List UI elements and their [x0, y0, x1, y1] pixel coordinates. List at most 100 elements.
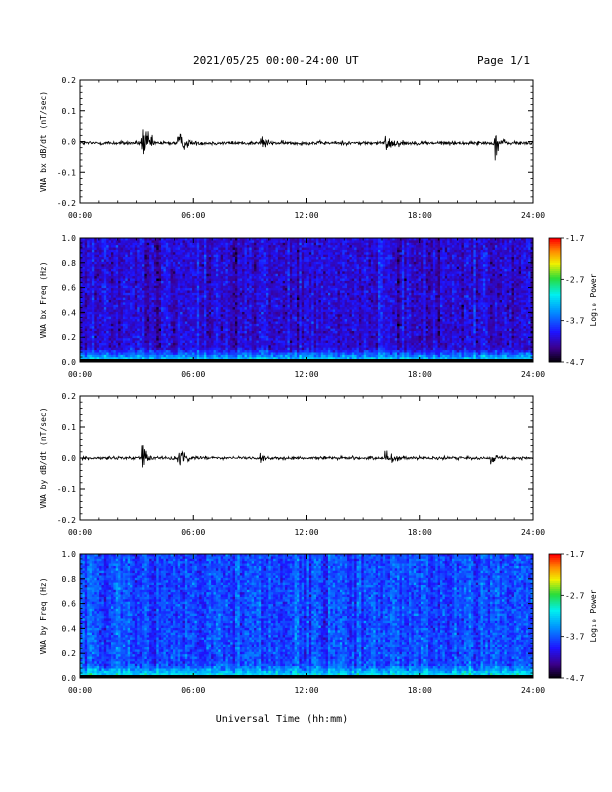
spectrogram-cell: [275, 319, 279, 322]
spectrogram-cell: [125, 292, 129, 296]
spectrogram-cell: [96, 259, 100, 263]
spectrogram-cell: [158, 261, 162, 265]
spectrogram-cell: [175, 319, 179, 322]
spectrogram-cell: [113, 288, 117, 291]
spectrogram-cell: [244, 283, 248, 287]
spectrogram-cell: [170, 288, 174, 291]
spectrogram-cell: [130, 321, 133, 325]
spectrogram-cell: [294, 309, 298, 313]
spectrogram-cell: [137, 247, 140, 251]
spectrogram-cell: [273, 288, 276, 291]
spectrogram-cell: [237, 261, 241, 265]
spectrogram-cell: [139, 350, 143, 353]
spectrogram-cell: [170, 300, 174, 303]
spectrogram-cell: [218, 292, 222, 296]
spectrogram-cell: [192, 245, 195, 248]
spectrogram-cell: [201, 288, 205, 291]
spectrogram-cell: [280, 252, 284, 256]
spectrogram-cell: [201, 333, 205, 337]
spectrogram-cell: [134, 257, 138, 260]
spectrogram-cell: [177, 302, 181, 306]
spectrogram-cell: [139, 292, 143, 296]
spectrogram-cell: [220, 338, 224, 341]
spectrogram-cell: [84, 345, 88, 349]
spectrogram-cell: [137, 328, 140, 332]
spectrogram-cell: [113, 352, 117, 356]
spectrogram-cell: [132, 354, 136, 358]
spectrogram-cell: [194, 283, 198, 287]
spectrogram-cell: [215, 316, 219, 320]
spectrogram-cell: [256, 352, 260, 356]
spectrogram-cell: [225, 254, 229, 258]
spectrogram-cell: [120, 261, 124, 265]
spectrogram-cell: [99, 338, 102, 341]
spectrogram-cell: [120, 345, 124, 349]
spectrogram-cell: [194, 326, 198, 330]
spectrogram-cell: [82, 257, 86, 260]
spectrogram-cell: [223, 295, 226, 299]
spectrogram-cell: [208, 323, 212, 327]
spectrogram-cell: [301, 354, 305, 358]
spectrogram-cell: [125, 283, 129, 287]
spectrogram-cell: [206, 326, 210, 330]
spectrogram-cell: [199, 323, 202, 327]
spectrogram-cell: [158, 271, 162, 275]
spectrogram-cell: [225, 273, 229, 277]
spectrogram-cell: [289, 300, 293, 303]
spectrogram-cell: [213, 242, 217, 246]
spectrogram-cell: [158, 285, 162, 289]
spectrogram-cell: [261, 326, 264, 330]
spectrogram-cell: [103, 295, 107, 299]
spectrogram-cell: [301, 297, 305, 301]
spectrogram-cell: [118, 309, 121, 313]
spectrogram-cell: [144, 300, 148, 303]
spectrogram-cell: [227, 259, 231, 263]
spectrogram-cell: [108, 271, 112, 275]
spectrogram-cell: [294, 345, 298, 349]
spectrogram-cell: [242, 261, 245, 265]
spectrogram-cell: [301, 340, 305, 344]
spectrogram-cell: [265, 283, 269, 287]
spectrogram-cell: [273, 273, 276, 277]
spectrogram-cell: [122, 300, 126, 303]
spectrogram-cell: [261, 331, 264, 334]
spectrogram-cell: [287, 269, 291, 272]
spectrogram-cell: [134, 283, 138, 287]
spectrogram-cell: [239, 245, 243, 248]
spectrogram-cell: [215, 345, 219, 349]
spectrogram-cell: [108, 276, 112, 279]
spectrogram-cell: [299, 350, 303, 353]
spectrogram-cell: [118, 273, 121, 277]
spectrogram-cell: [163, 261, 167, 265]
spectrogram-cell: [268, 278, 272, 282]
spectrogram-cell: [122, 326, 126, 330]
spectrogram-cell: [151, 252, 155, 256]
spectrogram-cell: [125, 273, 129, 277]
spectrogram-cell: [192, 311, 195, 315]
spectrogram-cell: [187, 342, 191, 346]
spectrogram-cell: [299, 314, 303, 318]
spectrogram-cell: [87, 321, 90, 325]
spectrogram-cell: [94, 357, 98, 361]
spectrogram-cell: [304, 240, 307, 244]
spectrogram-cell: [132, 326, 136, 330]
spectrogram-cell: [177, 304, 181, 308]
spectrogram-cell: [139, 333, 143, 337]
spectrogram-cell: [273, 280, 276, 284]
spectrogram-cell: [218, 311, 222, 315]
spectrogram-cell: [94, 259, 98, 263]
spectrogram-cell: [141, 280, 145, 284]
spectrogram-cell: [89, 304, 93, 308]
spectrogram-cell: [194, 347, 198, 351]
spectrogram-cell: [99, 245, 102, 248]
spectrogram-cell: [110, 321, 114, 325]
spectrogram-cell: [275, 249, 279, 253]
spectrogram-cell: [194, 342, 198, 346]
spectrogram-cell: [84, 340, 88, 344]
spectrogram-cell: [118, 271, 121, 275]
spectrogram-cell: [203, 350, 207, 353]
spectrogram-cell: [87, 280, 90, 284]
spectrogram-cell: [94, 252, 98, 256]
spectrogram-cell: [91, 357, 95, 361]
spectrogram-cell: [208, 240, 212, 244]
